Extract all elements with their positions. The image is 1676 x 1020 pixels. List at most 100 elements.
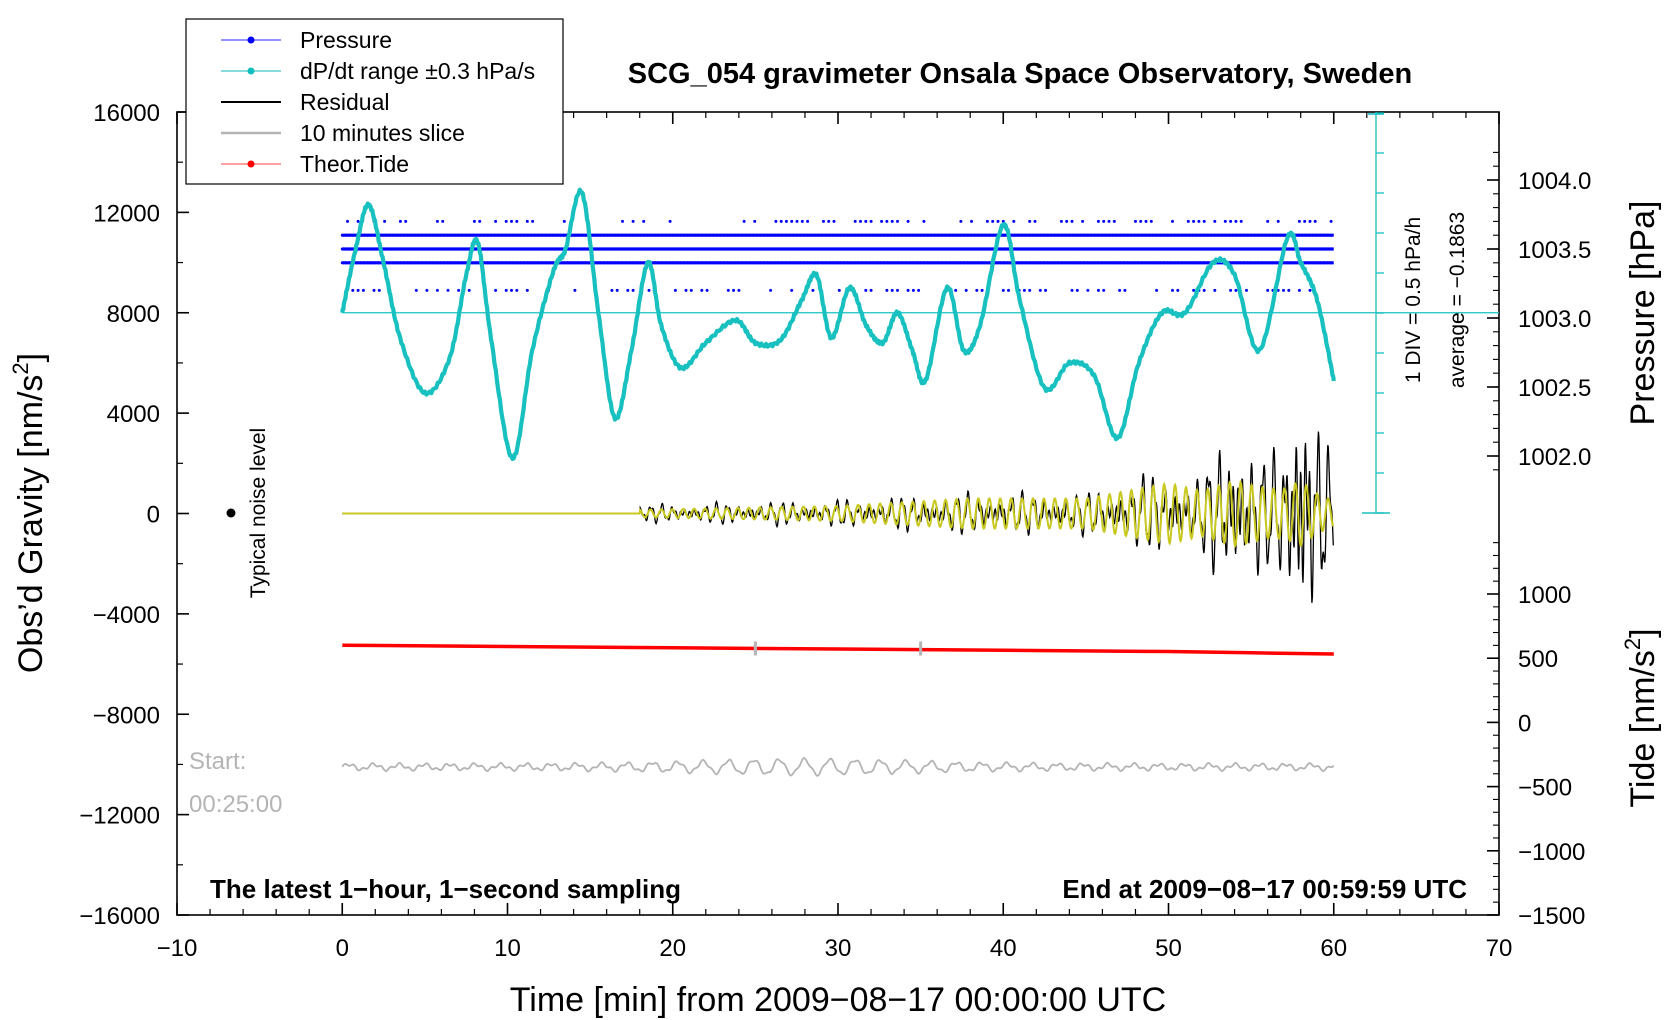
pressure-point <box>1067 261 1071 265</box>
pressure-point <box>1031 261 1035 265</box>
pressure-point <box>817 233 820 237</box>
pressure-point <box>500 261 504 265</box>
pressure-point <box>700 247 704 251</box>
pressure-point <box>955 247 959 251</box>
pressure-point <box>522 233 526 237</box>
pressure-point <box>537 247 541 251</box>
pressure-point <box>700 288 704 292</box>
pressure-point <box>1059 219 1063 223</box>
pressure-point <box>664 233 668 237</box>
pressure-point <box>964 288 968 292</box>
pressure-point <box>959 219 963 223</box>
pressure-point <box>1027 247 1031 251</box>
pressure-point <box>598 247 602 251</box>
pressure-point <box>1227 233 1231 237</box>
pressure-point <box>529 233 533 237</box>
start-label: Start: <box>189 748 246 775</box>
pressure-point <box>900 233 904 237</box>
pressure-point <box>413 247 417 251</box>
pressure-point <box>515 233 519 237</box>
tide-tick-label: −1000 <box>1518 839 1585 866</box>
pressure-point <box>707 247 711 251</box>
start-time: 00:25:00 <box>189 791 282 818</box>
pressure-point <box>525 288 529 292</box>
pressure-point <box>867 261 871 265</box>
pressure-point <box>667 247 671 251</box>
pressure-point <box>1149 219 1153 223</box>
pressure-point <box>1166 233 1169 237</box>
pressure-point <box>635 261 639 265</box>
pressure-point <box>998 261 1002 265</box>
pressure-point <box>918 233 922 237</box>
pressure-point <box>497 261 501 265</box>
pressure-point <box>722 247 726 251</box>
pressure-point <box>1286 261 1289 265</box>
noise-level-label: Typical noise level <box>247 428 270 598</box>
pressure-point <box>973 247 977 251</box>
pressure-point <box>1171 288 1174 292</box>
pressure-point <box>684 288 688 292</box>
pressure-point <box>1136 261 1140 265</box>
pressure-point <box>580 247 584 251</box>
pressure-point <box>460 247 464 251</box>
pressure-point <box>780 247 784 251</box>
pressure-point <box>398 261 402 265</box>
pressure-point <box>1104 247 1108 251</box>
pressure-point <box>675 233 679 237</box>
pressure-point <box>704 247 708 251</box>
y-tick-label: 8000 <box>107 301 160 328</box>
pressure-point <box>628 233 631 237</box>
pressure-point <box>747 261 751 265</box>
pressure-point <box>428 233 431 237</box>
pressure-point <box>798 261 802 265</box>
pressure-point <box>705 288 709 292</box>
pressure-point <box>977 233 980 237</box>
pressure-point <box>777 247 780 251</box>
pressure-point <box>1315 247 1319 251</box>
pressure-point <box>1133 233 1137 237</box>
pressure-point <box>1229 219 1233 223</box>
pressure-point <box>1096 261 1100 265</box>
pressure-point <box>1220 233 1224 237</box>
pressure-point <box>424 247 428 251</box>
pressure-point <box>1297 288 1301 292</box>
pressure-point <box>1195 247 1199 251</box>
pressure-point <box>531 219 535 223</box>
pressure-point <box>871 261 875 265</box>
pressure-point <box>693 247 697 251</box>
pressure-point <box>791 233 795 237</box>
pressure-point <box>1104 233 1108 237</box>
pressure-point <box>1315 261 1319 265</box>
pressure-point <box>1111 233 1115 237</box>
pressure-point <box>1013 233 1017 237</box>
pressure-point <box>824 261 828 265</box>
pressure-point <box>1107 247 1111 251</box>
pressure-point <box>922 219 926 223</box>
pressure-point <box>762 261 766 265</box>
pressure-point <box>777 261 780 265</box>
y-tick-label: −16000 <box>79 903 160 930</box>
pressure-point <box>762 233 766 237</box>
pressure-point <box>1089 261 1093 265</box>
pressure-point <box>707 233 711 237</box>
pressure-point <box>1147 247 1151 251</box>
pressure-point <box>340 261 344 265</box>
pressure-point <box>762 247 766 251</box>
pressure-point <box>1067 247 1071 251</box>
pressure-point <box>940 261 944 265</box>
pressure-point <box>471 233 475 237</box>
pressure-point <box>577 261 581 265</box>
x-tick-label: 70 <box>1486 935 1513 962</box>
pressure-point <box>718 247 722 251</box>
pressure-point <box>602 261 606 265</box>
pressure-point <box>766 261 770 265</box>
x-tick-label: 0 <box>336 935 349 962</box>
pressure-point <box>500 247 504 251</box>
pressure-point <box>1071 233 1075 237</box>
pressure-point <box>737 261 740 265</box>
pressure-point <box>1162 261 1166 265</box>
pressure-point <box>777 233 780 237</box>
pressure-point <box>1155 288 1159 292</box>
pressure-point <box>911 233 915 237</box>
pressure-point <box>660 261 664 265</box>
